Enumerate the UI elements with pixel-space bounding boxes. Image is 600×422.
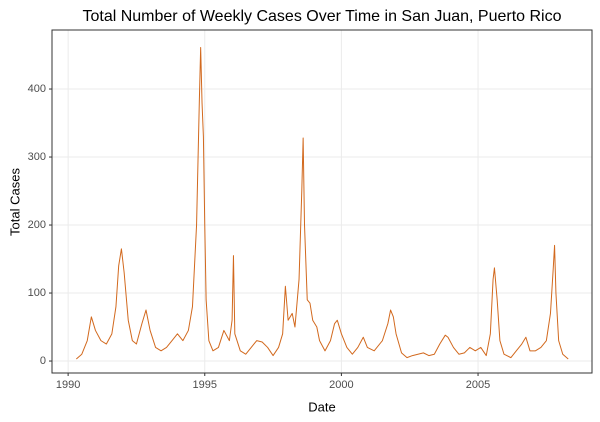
- x-tick-label: 2005: [466, 379, 490, 391]
- x-tick-label: 1995: [193, 379, 217, 391]
- x-axis-title: Date: [308, 399, 335, 414]
- chart-title: Total Number of Weekly Cases Over Time i…: [82, 8, 561, 25]
- y-tick-label: 400: [28, 83, 46, 95]
- y-axis-title: Total Cases: [7, 168, 22, 236]
- x-tick-label: 2000: [329, 379, 353, 391]
- y-tick-label: 200: [28, 219, 46, 231]
- plot-background: [52, 30, 592, 373]
- x-tick-label: 1990: [56, 379, 80, 391]
- y-tick-label: 0: [40, 355, 46, 367]
- data-line: [75, 47, 569, 360]
- plot-border: [51, 29, 593, 374]
- y-tick-label: 300: [28, 151, 46, 163]
- y-tick-label: 100: [28, 287, 46, 299]
